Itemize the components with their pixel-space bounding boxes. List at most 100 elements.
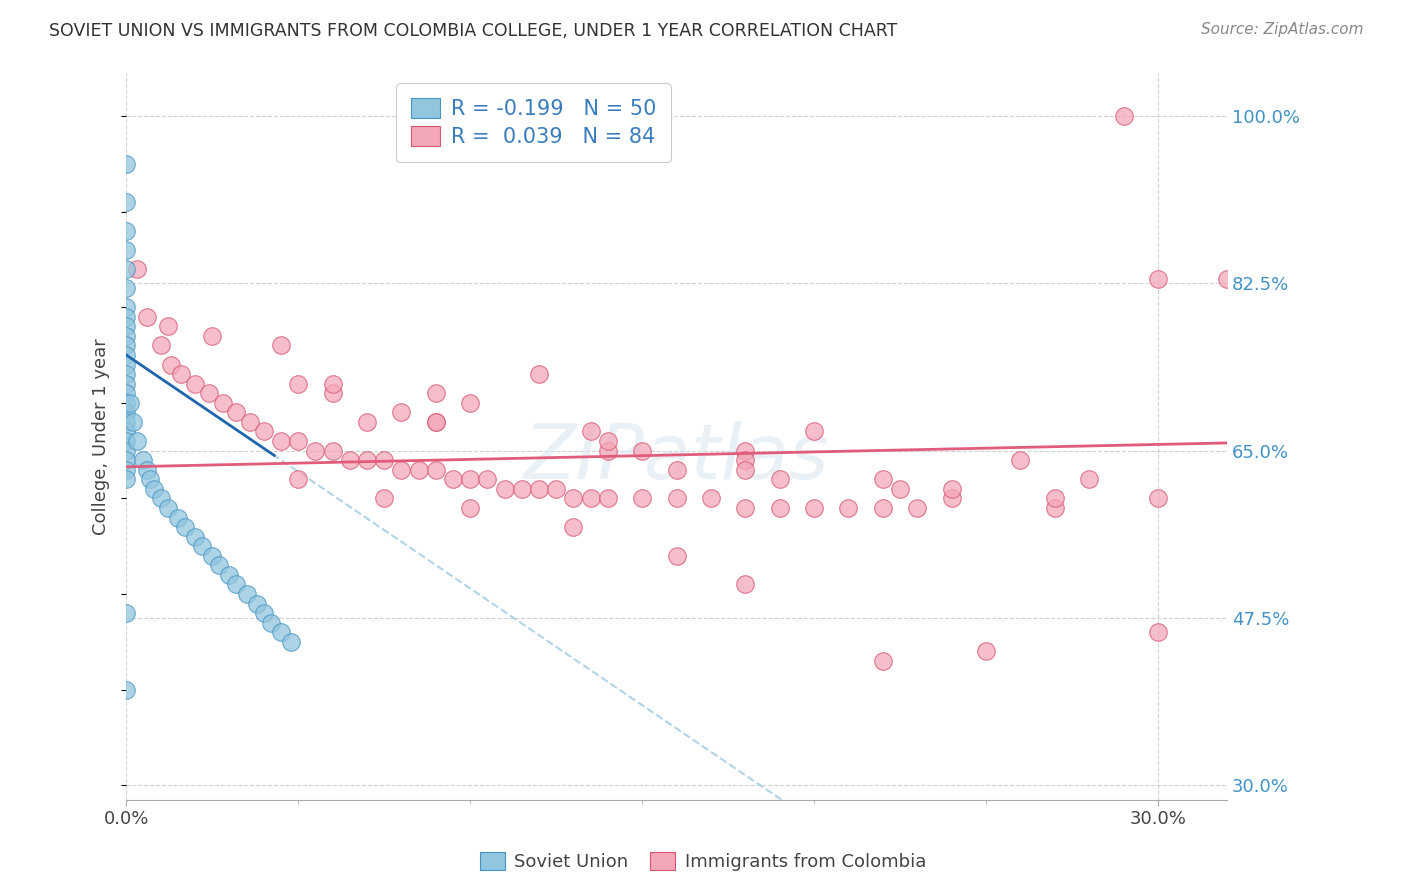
Point xyxy=(458,472,481,486)
Point xyxy=(184,376,207,391)
Point xyxy=(527,482,550,496)
Point xyxy=(941,491,963,506)
Point xyxy=(115,300,138,314)
Point xyxy=(218,567,240,582)
Point xyxy=(115,194,138,209)
Point xyxy=(425,415,447,429)
Point xyxy=(115,243,138,257)
Point xyxy=(665,491,688,506)
Point xyxy=(1112,109,1135,123)
Point xyxy=(115,338,138,352)
Point xyxy=(905,500,928,515)
Point xyxy=(769,500,792,515)
Point xyxy=(391,463,413,477)
Point xyxy=(872,500,894,515)
Point xyxy=(115,453,138,467)
Point xyxy=(211,396,233,410)
Point xyxy=(425,415,447,429)
Point xyxy=(125,434,148,448)
Point xyxy=(579,425,602,439)
Point xyxy=(191,539,214,553)
Point xyxy=(115,157,138,171)
Point xyxy=(322,386,344,401)
Point xyxy=(665,463,688,477)
Point xyxy=(136,310,159,324)
Point xyxy=(198,386,221,401)
Legend: Soviet Union, Immigrants from Colombia: Soviet Union, Immigrants from Colombia xyxy=(472,846,934,879)
Point xyxy=(803,425,825,439)
Text: Source: ZipAtlas.com: Source: ZipAtlas.com xyxy=(1201,22,1364,37)
Point xyxy=(1010,453,1032,467)
Point xyxy=(356,415,378,429)
Point xyxy=(734,463,756,477)
Point xyxy=(803,500,825,515)
Point xyxy=(872,654,894,668)
Point xyxy=(596,491,619,506)
Point xyxy=(115,682,138,697)
Point xyxy=(458,500,481,515)
Point xyxy=(287,472,309,486)
Point xyxy=(441,472,464,486)
Point xyxy=(115,415,138,429)
Point xyxy=(425,463,447,477)
Point xyxy=(115,310,138,324)
Point xyxy=(408,463,430,477)
Point xyxy=(115,329,138,343)
Point xyxy=(391,405,413,419)
Point xyxy=(270,434,292,448)
Point xyxy=(546,482,568,496)
Point xyxy=(510,482,533,496)
Point xyxy=(115,606,138,620)
Point xyxy=(208,558,231,573)
Point xyxy=(173,520,195,534)
Point xyxy=(527,367,550,381)
Point xyxy=(322,376,344,391)
Point xyxy=(974,644,997,658)
Point xyxy=(734,500,756,515)
Point xyxy=(287,376,309,391)
Point xyxy=(225,405,247,419)
Point xyxy=(837,500,859,515)
Point xyxy=(872,472,894,486)
Point xyxy=(253,606,276,620)
Point xyxy=(167,510,190,524)
Point xyxy=(115,281,138,295)
Point xyxy=(253,425,276,439)
Point xyxy=(322,443,344,458)
Point xyxy=(225,577,247,591)
Point xyxy=(596,443,619,458)
Point xyxy=(115,319,138,334)
Point xyxy=(201,329,224,343)
Point xyxy=(425,386,447,401)
Point xyxy=(184,530,207,544)
Point xyxy=(631,491,654,506)
Point xyxy=(115,386,138,401)
Point xyxy=(734,453,756,467)
Point xyxy=(115,463,138,477)
Point xyxy=(287,434,309,448)
Point xyxy=(115,348,138,362)
Point xyxy=(596,434,619,448)
Point xyxy=(579,491,602,506)
Y-axis label: College, Under 1 year: College, Under 1 year xyxy=(93,338,110,534)
Point xyxy=(1078,472,1101,486)
Point xyxy=(239,415,262,429)
Point xyxy=(149,491,172,506)
Point xyxy=(270,338,292,352)
Point xyxy=(115,425,138,439)
Point xyxy=(115,396,138,410)
Point xyxy=(941,482,963,496)
Point xyxy=(1216,271,1239,285)
Point xyxy=(1043,500,1066,515)
Point xyxy=(562,520,585,534)
Point xyxy=(156,500,179,515)
Point xyxy=(149,338,172,352)
Point xyxy=(160,358,183,372)
Point xyxy=(115,224,138,238)
Point xyxy=(494,482,516,496)
Point xyxy=(115,358,138,372)
Point xyxy=(118,396,141,410)
Point xyxy=(115,262,138,277)
Point xyxy=(115,367,138,381)
Point xyxy=(477,472,499,486)
